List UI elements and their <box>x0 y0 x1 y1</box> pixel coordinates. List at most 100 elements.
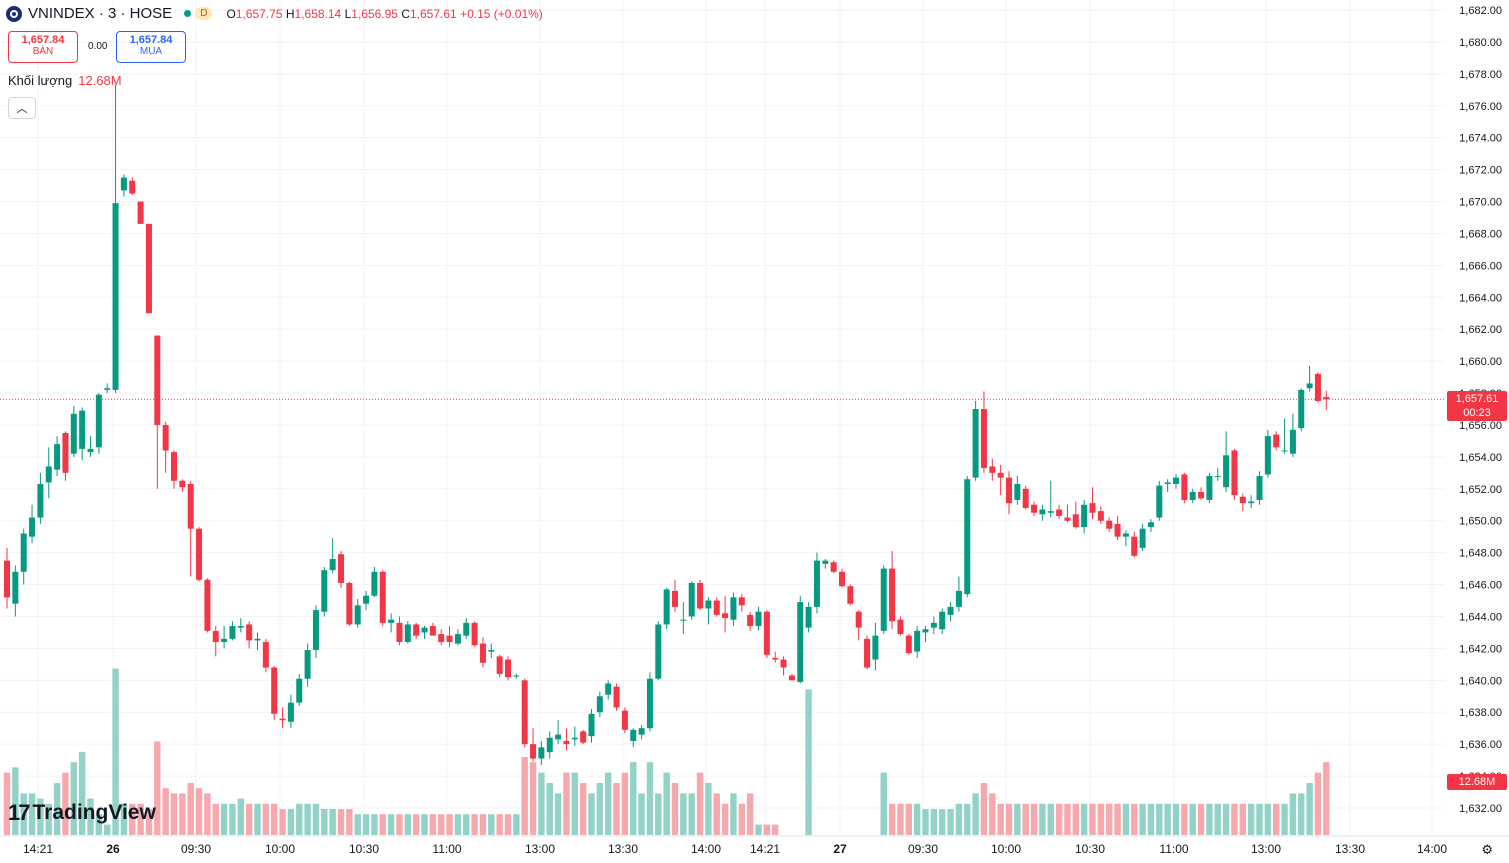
candle-body <box>1114 523 1121 537</box>
volume-bar <box>1055 803 1063 835</box>
candle-body <box>438 634 445 643</box>
candle-body <box>1298 389 1305 429</box>
volume-bar <box>922 809 929 835</box>
y-tick-label: 1,670.00 <box>1459 197 1502 209</box>
volume-bar <box>1298 793 1305 835</box>
volume-bar <box>496 814 503 835</box>
volume-bar <box>296 803 303 835</box>
candle-body <box>922 629 929 633</box>
candle-body <box>630 729 637 741</box>
time-axis[interactable]: 14:21 26 09:30 10:00 10:30 11:00 13:00 13:30 14:… <box>0 835 1509 856</box>
candle-body <box>221 638 228 643</box>
price-candles <box>4 85 1330 765</box>
volume-bar <box>129 803 136 835</box>
close-value: 1,657.61 <box>410 6 457 21</box>
candle-body <box>605 683 612 695</box>
volume-bar <box>930 809 938 835</box>
candle-body <box>162 424 169 451</box>
candle-body <box>1223 455 1230 488</box>
candle-body <box>1248 501 1255 504</box>
symbol-legend: VNINDEX · 3 · HOSE D O1,657.75 H1,658.14… <box>6 5 543 22</box>
candle-body <box>805 606 812 628</box>
candle-body <box>1214 476 1221 478</box>
volume-bar <box>504 814 512 835</box>
candle-body <box>1097 511 1104 521</box>
candle-body <box>646 678 653 729</box>
volume-bar <box>162 788 169 835</box>
candle-body <box>120 177 127 191</box>
volume-bar <box>888 803 896 835</box>
tradingview-logo[interactable]: 17 TradingView <box>8 800 156 826</box>
candle-body <box>989 466 996 473</box>
candle-body <box>972 409 979 478</box>
candle-body <box>755 611 762 627</box>
x-tick-label: 14:21 <box>23 842 53 856</box>
volume-bar <box>371 814 378 835</box>
symbol-title[interactable]: VNINDEX · 3 · HOSE <box>28 5 173 22</box>
interval-badge: D <box>195 7 213 20</box>
volume-bar <box>346 809 353 835</box>
volume-bar <box>772 824 779 835</box>
x-tick-label: 14:00 <box>691 842 721 856</box>
candle-body <box>788 675 795 681</box>
candle-body <box>797 602 804 682</box>
candle-body <box>1039 509 1046 515</box>
change-value: +0.15 (+0.01%) <box>460 6 543 21</box>
candle-body <box>1156 485 1163 518</box>
volume-bar <box>897 803 904 835</box>
x-tick-label: 13:00 <box>1251 842 1281 856</box>
candle-body <box>338 554 344 583</box>
candle-body <box>471 622 478 646</box>
candle-body <box>772 657 779 660</box>
volume-bar <box>212 803 219 835</box>
volume-bar <box>145 809 153 835</box>
volume-bar <box>471 814 478 835</box>
candle-body <box>713 600 720 615</box>
candle-body <box>179 480 186 488</box>
volume-bar <box>412 814 420 835</box>
buy-button[interactable]: 1,657.84 MUA <box>116 31 186 63</box>
volume-bar <box>1005 803 1013 835</box>
candle-body <box>580 731 587 743</box>
candle-body <box>613 686 620 708</box>
collapse-legend-button[interactable]: ︿ <box>8 97 36 119</box>
volume-bar <box>337 809 345 835</box>
candle-body <box>738 597 745 606</box>
chart-settings-button[interactable]: ⚙ <box>1481 842 1493 858</box>
volume-bar <box>696 772 704 835</box>
volume-bar <box>62 772 69 835</box>
candle-body <box>747 614 754 627</box>
volume-bar <box>137 803 144 835</box>
volume-bar <box>1289 793 1297 835</box>
candle-body <box>196 528 203 580</box>
volume-bar <box>1014 803 1021 835</box>
volume-bar <box>312 803 320 835</box>
x-tick-label: 09:30 <box>181 842 211 856</box>
candle-body <box>1147 522 1154 528</box>
volume-bar <box>1030 803 1038 835</box>
candle-body <box>1022 488 1029 508</box>
volume-bar <box>646 762 654 835</box>
candle-body <box>20 533 27 572</box>
price-axis[interactable]: 1,682.00 1,680.00 1,678.00 1,676.00 1,674.00… <box>1459 5 1502 815</box>
candle-body <box>1056 509 1063 516</box>
tradingview-mark-icon: 17 <box>8 800 31 825</box>
volume-bar <box>1256 803 1263 835</box>
spread-value: 0.00 <box>88 41 108 52</box>
candle-body <box>1231 450 1238 496</box>
x-tick-label: 13:30 <box>1335 842 1365 856</box>
y-tick-label: 1,638.00 <box>1459 707 1502 719</box>
candle-body <box>1306 383 1313 389</box>
x-tick-label: 14:00 <box>1417 842 1447 856</box>
candle-body <box>1131 536 1138 556</box>
volume-bar <box>755 824 762 835</box>
volume-bar <box>655 793 662 835</box>
volume-bar <box>379 814 386 835</box>
sell-button[interactable]: 1,657.84 BÁN <box>8 31 78 63</box>
volume-bar <box>1022 803 1029 835</box>
volume-bar <box>1323 762 1330 835</box>
volume-bar <box>387 814 395 835</box>
y-tick-label: 1,646.00 <box>1459 580 1502 592</box>
volume-label[interactable]: Khối lượng <box>8 73 73 88</box>
